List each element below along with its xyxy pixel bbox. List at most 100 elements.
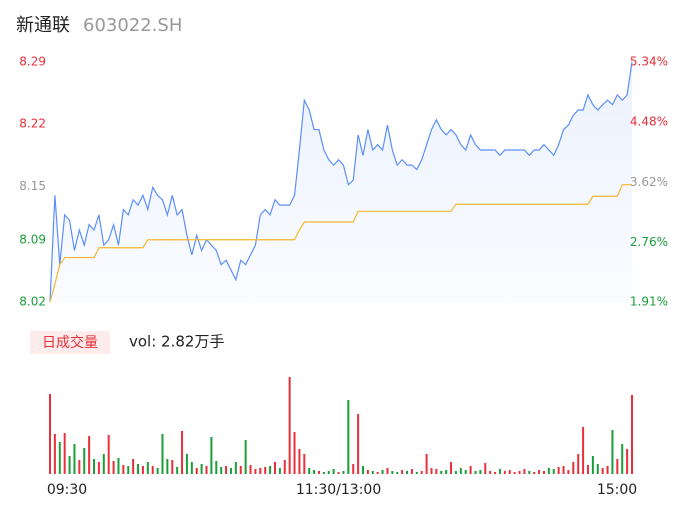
volume-bar [508, 470, 511, 474]
volume-bar [557, 467, 560, 474]
volume-bar [254, 469, 257, 474]
volume-bar [562, 466, 565, 474]
volume-bar [181, 431, 184, 474]
volume-bar [523, 469, 526, 474]
y-tick-label: 8.15 [19, 179, 46, 193]
volume-bar [102, 454, 105, 474]
volume-bar [293, 432, 296, 474]
volume-bar [313, 470, 316, 474]
volume-bar [406, 471, 409, 474]
volume-bar [283, 460, 286, 474]
volume-bar [249, 465, 252, 474]
volume-bar [205, 466, 208, 474]
y-tick-label: 8.09 [19, 232, 46, 246]
price-area [50, 62, 632, 302]
price-line [49, 61, 633, 303]
average-line [49, 184, 632, 303]
volume-bar [122, 465, 125, 474]
volume-bar [146, 462, 149, 474]
volume-bar [225, 466, 228, 474]
volume-bar [601, 468, 604, 474]
y2-tick-label: 5.34% [630, 55, 668, 69]
volume-bar [229, 468, 232, 474]
volume-bar [78, 460, 81, 474]
volume-legend: 日成交量 [42, 334, 98, 351]
legend-box [30, 331, 110, 354]
volume-bar [239, 466, 242, 474]
volume-bar [273, 462, 276, 474]
y-tick-label: 8.22 [19, 117, 46, 131]
volume-bar [327, 471, 330, 474]
volume-bar [88, 436, 91, 474]
volume-bar [332, 469, 335, 474]
volume-bar [474, 471, 477, 474]
stock-name: 新通联 [16, 15, 70, 36]
volume-bar [410, 469, 413, 474]
volume-bar [401, 470, 404, 474]
volume-bar [200, 464, 203, 474]
volume-bar [489, 471, 492, 474]
volume-bar [567, 470, 570, 474]
volume-bar [498, 469, 501, 474]
volume-bar [464, 470, 467, 474]
y-tick-label: 8.02 [19, 295, 46, 309]
volume-bar [381, 470, 384, 474]
volume-bar [132, 459, 135, 474]
volume-bar [127, 466, 130, 474]
volume-bar [352, 464, 355, 474]
volume-bar [479, 470, 482, 474]
volume-bar [259, 468, 262, 474]
volume-bar [137, 464, 140, 474]
volume-bar [631, 395, 633, 474]
volume-bar [366, 470, 369, 474]
volume-bar [288, 377, 291, 474]
volume-bar [626, 449, 629, 474]
volume-bar [220, 467, 223, 474]
volume-bar [371, 471, 374, 474]
volume-bar [513, 472, 516, 474]
volume-bar [503, 471, 506, 474]
volume-bar [435, 469, 438, 474]
volume-bar [195, 468, 198, 474]
volume-bar [210, 437, 213, 474]
volume-bar [171, 460, 174, 474]
volume-bar [547, 468, 550, 474]
volume-bar [577, 454, 580, 474]
volume-bar [591, 456, 594, 474]
y2-tick-label: 1.91% [630, 295, 668, 309]
volume-bar [420, 471, 423, 474]
volume-label: vol: 2.82万手 [129, 333, 224, 351]
volume-bar [450, 462, 453, 474]
volume-bar [396, 472, 399, 474]
volume-bar [317, 471, 320, 474]
volume-bar [533, 472, 536, 474]
volume-bar [347, 400, 350, 474]
volume-bar [303, 454, 306, 474]
volume-bar [141, 466, 144, 474]
volume-bar [185, 454, 188, 474]
volume-bar [454, 471, 457, 474]
stock-code: 603022.SH [83, 15, 182, 36]
volume-bar [234, 462, 237, 474]
volume-bar [322, 472, 325, 474]
volume-bar [552, 469, 555, 474]
volume-bar [49, 394, 51, 474]
volume-bar [542, 471, 545, 474]
volume-bar [518, 471, 521, 474]
volume-bar [440, 471, 443, 474]
volume-bar [190, 462, 193, 474]
volume-bar [582, 427, 585, 474]
volume-bar [616, 459, 619, 474]
volume-bar [459, 468, 462, 474]
volume-bar [117, 458, 120, 474]
volume-bar [528, 471, 531, 474]
x-tick-label: 09:30 [47, 482, 87, 498]
volume-bar [362, 466, 365, 474]
y2-tick-label: 3.62% [630, 175, 668, 189]
volume-bar [484, 463, 487, 474]
volume-bar [425, 454, 428, 474]
volume-bar [83, 448, 86, 474]
volume-bar [357, 414, 360, 474]
volume-bar [215, 461, 218, 474]
volume-bar [469, 466, 472, 474]
